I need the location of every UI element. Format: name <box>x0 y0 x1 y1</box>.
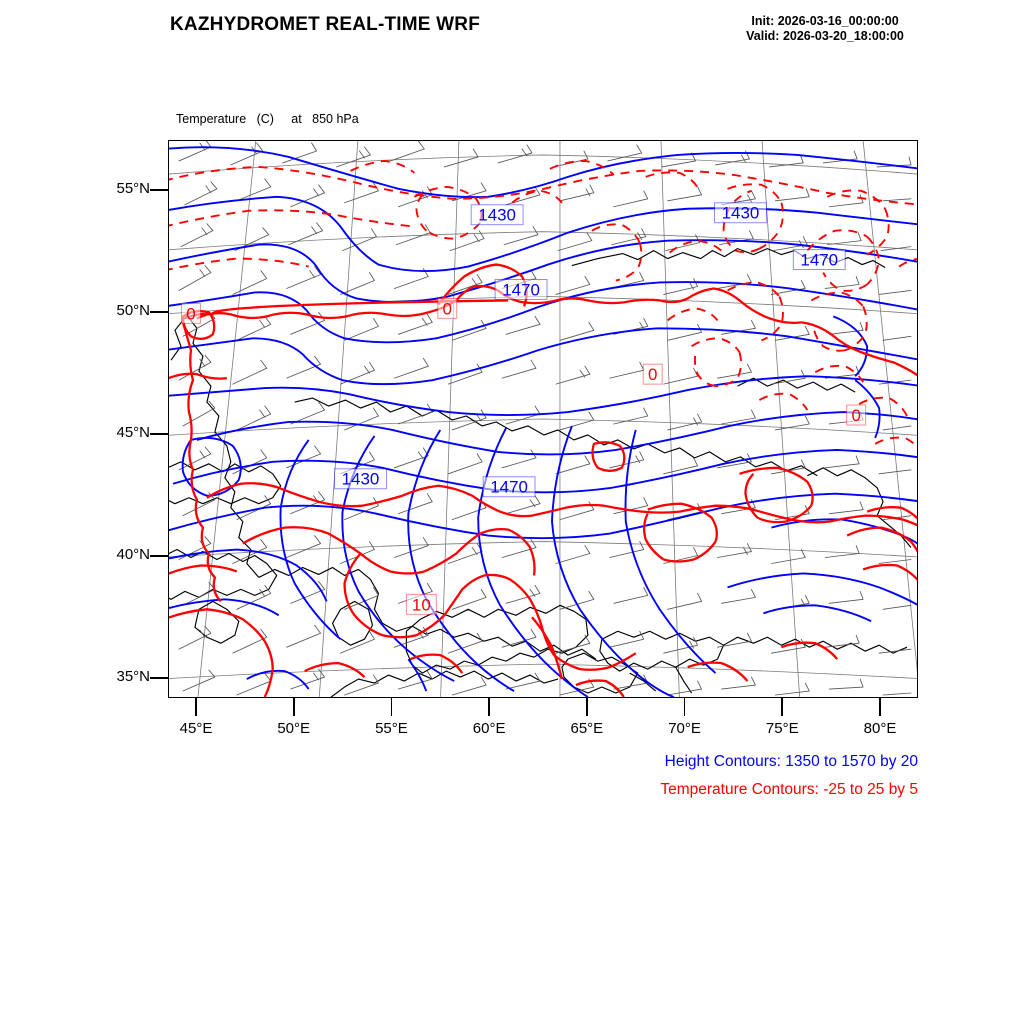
lat-tick-mark-40 <box>150 555 168 557</box>
lon-tick-label-80: 80°E <box>863 720 897 737</box>
map-canvas: 1430 1430 1470 1470 1430 1470 0 0 0 0 10 <box>169 141 917 697</box>
graticule-layer <box>169 141 917 697</box>
lon-tick-mark-80 <box>879 698 881 716</box>
height-contour-label: 1470 <box>494 279 548 300</box>
temperature-contour-label-box <box>180 302 201 324</box>
wind-barbs-layer <box>178 141 912 696</box>
height-contours-legend: Height Contours: 1350 to 1570 by 20 <box>664 753 918 770</box>
lon-tick-label-50: 50°E <box>277 720 311 737</box>
lon-tick-label-45: 45°E <box>179 720 213 737</box>
lat-tick-label-35: 35°N <box>116 668 150 685</box>
height-contour-label-text: 1470 <box>502 280 540 299</box>
temperature-contour-label-text: 10 <box>412 595 431 614</box>
lon-tick-label-55: 55°E <box>375 720 408 737</box>
temperature-contour-label-text: 0 <box>851 406 860 425</box>
lon-tick-label-65: 65°E <box>570 720 604 737</box>
lat-tick-mark-35 <box>150 677 168 679</box>
lon-tick-label-75: 75°E <box>765 720 799 737</box>
temperature-contour-label-box <box>437 297 458 319</box>
height-contour-label-box <box>482 476 536 498</box>
lon-tick-mark-55 <box>390 698 393 716</box>
temperature-contour-label-text: 0 <box>648 365 657 384</box>
lon-tick-mark-45 <box>195 698 197 716</box>
height-contour-label: 1430 <box>470 204 524 226</box>
temperature-contour-label: 0 <box>437 297 458 319</box>
lon-tick-mark-50 <box>292 698 295 716</box>
valid-time: Valid: 2026-03-20_18:00:00 <box>746 29 904 43</box>
lat-tick-label-50: 50°N <box>116 302 150 319</box>
lon-tick-label-60: 60°E <box>472 720 506 737</box>
map-plot-area: 1430 1430 1470 1470 1430 1470 0 0 0 0 10 <box>168 140 918 698</box>
height-contour-label-text: 1430 <box>342 470 380 489</box>
height-contour-label-box <box>334 468 387 490</box>
lat-tick-mark-55 <box>150 189 168 191</box>
lon-tick-mark-70 <box>683 698 686 716</box>
lat-tick-mark-45 <box>150 433 168 435</box>
temperature-contours-layer <box>169 263 917 697</box>
page-title: KAZHYDROMET REAL-TIME WRF <box>170 14 481 35</box>
temperature-contour-label-text: 0 <box>186 304 195 323</box>
height-contour-label: 1470 <box>482 476 536 498</box>
height-contour-label: 1430 <box>334 468 387 490</box>
temperature-contour-label: 0 <box>642 363 663 385</box>
lon-tick-mark-60 <box>488 698 490 716</box>
lat-tick-label-45: 45°N <box>116 424 150 441</box>
lon-tick-mark-65 <box>586 698 588 716</box>
temperature-contour-label-box <box>846 404 867 426</box>
country-borders-layer <box>169 248 912 697</box>
lon-tick-mark-75 <box>781 698 784 716</box>
height-contour-label: 1470 <box>792 249 846 271</box>
field-temperature-line: Temperature (C) at 850 hPa <box>176 112 359 126</box>
temperature-contour-label: 10 <box>405 593 437 615</box>
height-contour-label-box <box>494 279 548 300</box>
contour-labels-layer: 1430 1430 1470 1470 1430 1470 0 0 0 0 10 <box>180 202 867 615</box>
height-contour-label: 1430 <box>714 202 767 224</box>
temperature-contour-label: 0 <box>180 302 201 324</box>
temperature-contours-legend: Temperature Contours: -25 to 25 by 5 <box>660 781 918 798</box>
height-contour-label-text: 1430 <box>722 204 760 223</box>
height-contours-layer <box>169 146 917 697</box>
model-run-times: Init: 2026-03-16_00:00:00 Valid: 2026-03… <box>700 14 950 44</box>
height-contour-label-text: 1430 <box>478 206 516 225</box>
height-contour-label-box <box>714 202 767 224</box>
temperature-contour-label-box <box>405 593 437 615</box>
temperature-dashed-contours-layer <box>169 159 917 449</box>
lon-tick-label-70: 70°E <box>668 720 701 737</box>
height-contour-label-text: 1470 <box>490 478 528 497</box>
temperature-contour-label-text: 0 <box>443 299 452 318</box>
temperature-contour-label-box <box>642 363 663 385</box>
height-contour-label-box <box>792 249 846 271</box>
lat-tick-label-55: 55°N <box>116 180 150 197</box>
height-contour-label-text: 1470 <box>800 251 838 270</box>
init-time: Init: 2026-03-16_00:00:00 <box>751 14 899 28</box>
temperature-contour-label: 0 <box>846 404 867 426</box>
lat-tick-mark-50 <box>150 311 168 313</box>
height-contour-label-box <box>470 204 524 226</box>
lat-tick-label-40: 40°N <box>116 546 150 563</box>
